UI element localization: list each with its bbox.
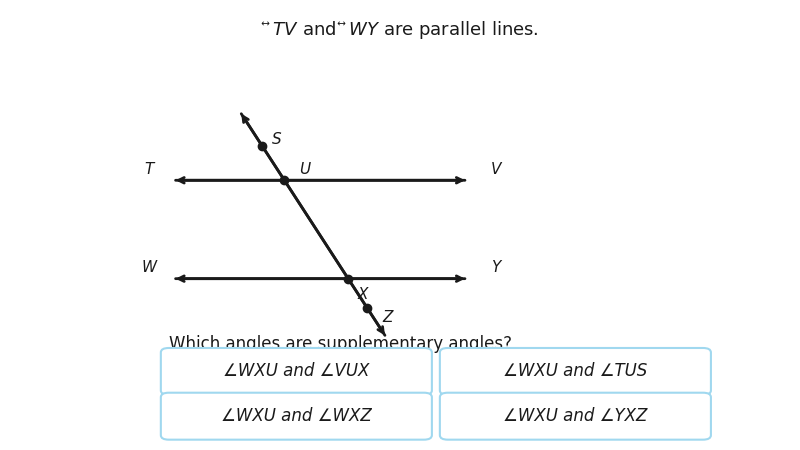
Text: V: V: [490, 162, 501, 176]
FancyBboxPatch shape: [161, 348, 432, 395]
Text: ∠WXU and ∠VUX: ∠WXU and ∠VUX: [223, 362, 370, 380]
Text: T: T: [144, 162, 154, 176]
Text: U: U: [298, 162, 310, 176]
Text: S: S: [272, 132, 282, 147]
Text: Y: Y: [491, 260, 500, 275]
FancyBboxPatch shape: [161, 393, 432, 440]
Text: Z: Z: [382, 310, 393, 324]
Text: Which angles are supplementary angles?: Which angles are supplementary angles?: [169, 334, 512, 352]
FancyBboxPatch shape: [440, 393, 711, 440]
Text: $\overleftrightarrow{TV}$ and $\overleftrightarrow{WY}$ are parallel lines.: $\overleftrightarrow{TV}$ and $\overleft…: [261, 19, 539, 41]
Text: W: W: [142, 260, 157, 275]
Text: ∠WXU and ∠WXZ: ∠WXU and ∠WXZ: [221, 407, 372, 425]
FancyBboxPatch shape: [440, 348, 711, 395]
Text: X: X: [358, 287, 368, 302]
Text: ∠WXU and ∠TUS: ∠WXU and ∠TUS: [503, 362, 647, 380]
Text: ∠WXU and ∠YXZ: ∠WXU and ∠YXZ: [503, 407, 647, 425]
